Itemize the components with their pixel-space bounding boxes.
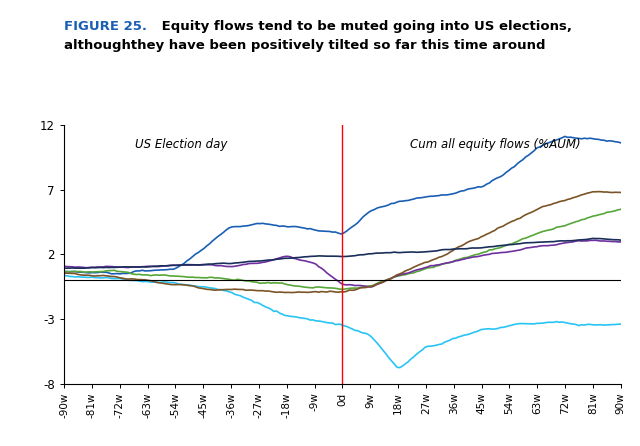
2008 xyxy=(396,365,404,370)
2020 xyxy=(83,273,90,278)
2024 xyxy=(592,236,600,241)
2008 xyxy=(211,286,219,291)
2004 xyxy=(617,140,625,145)
2024 xyxy=(617,237,625,243)
2012 xyxy=(60,268,68,274)
2008 xyxy=(85,275,93,280)
Line: 2012: 2012 xyxy=(64,209,621,289)
2004 xyxy=(211,236,219,241)
Line: 2024: 2024 xyxy=(64,239,621,268)
Line: 2004: 2004 xyxy=(64,136,621,274)
2012 xyxy=(164,273,172,278)
2004 xyxy=(83,270,90,275)
2024 xyxy=(164,263,172,268)
Line: 2008: 2008 xyxy=(64,276,621,368)
2004 xyxy=(60,269,68,275)
2016 xyxy=(617,239,625,244)
2012 xyxy=(592,213,600,219)
Text: Cum all equity flows (%AUM): Cum all equity flows (%AUM) xyxy=(410,138,581,151)
2020 xyxy=(617,190,625,195)
2024 xyxy=(60,266,68,271)
2008 xyxy=(60,273,68,278)
2008 xyxy=(595,322,602,327)
2004 xyxy=(166,267,174,272)
2008 xyxy=(63,273,70,278)
2016 xyxy=(83,265,90,270)
Text: althoughthey have been positively tilted so far this time around: althoughthey have been positively tilted… xyxy=(64,39,545,52)
2008 xyxy=(97,275,104,281)
2008 xyxy=(166,280,174,285)
2020 xyxy=(93,273,101,278)
2008 xyxy=(617,322,625,327)
2020 xyxy=(60,271,68,276)
2012 xyxy=(93,269,101,274)
2020 xyxy=(572,194,580,200)
2016 xyxy=(60,264,68,269)
2012 xyxy=(617,206,625,212)
2020 xyxy=(595,189,602,194)
2008 xyxy=(575,323,582,328)
2012 xyxy=(209,275,216,280)
2004 xyxy=(93,270,101,275)
2016 xyxy=(572,239,580,244)
2004 xyxy=(561,134,569,139)
Line: 2020: 2020 xyxy=(64,192,621,293)
2020 xyxy=(289,290,297,295)
2004 xyxy=(116,271,124,277)
Text: Equity flows tend to be muted going into US elections,: Equity flows tend to be muted going into… xyxy=(157,20,572,33)
2004 xyxy=(595,136,602,142)
Text: US Election day: US Election day xyxy=(135,138,227,151)
2024 xyxy=(209,261,216,267)
2016 xyxy=(595,238,602,244)
2024 xyxy=(83,265,90,271)
2024 xyxy=(93,265,101,270)
2012 xyxy=(572,219,580,224)
2016 xyxy=(93,264,101,270)
2016 xyxy=(365,284,373,289)
2020 xyxy=(592,189,600,194)
2004 xyxy=(575,136,582,141)
2016 xyxy=(164,263,172,268)
Line: 2016: 2016 xyxy=(64,240,621,287)
2012 xyxy=(337,287,345,292)
2020 xyxy=(164,281,172,287)
2020 xyxy=(209,287,216,293)
2024 xyxy=(570,238,577,243)
2016 xyxy=(592,238,600,243)
Text: FIGURE 25.: FIGURE 25. xyxy=(64,20,147,33)
2024 xyxy=(589,236,596,241)
2012 xyxy=(83,269,90,275)
2016 xyxy=(209,262,216,268)
